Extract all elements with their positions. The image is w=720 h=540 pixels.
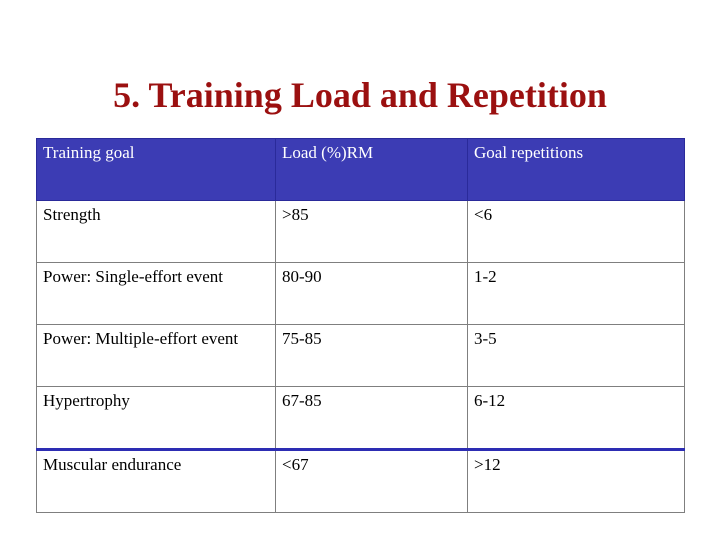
- cell-training-goal: Power: Single-effort event: [36, 262, 276, 325]
- header-training-goal: Training goal: [36, 138, 276, 201]
- cell-training-goal: Power: Multiple-effort event: [36, 324, 276, 387]
- cell-load-rm: 80-90: [275, 262, 468, 325]
- cell-training-goal: Strength: [36, 200, 276, 263]
- cell-goal-repetitions: 1-2: [467, 262, 685, 325]
- cell-goal-repetitions: >12: [467, 448, 685, 513]
- table-row: Hypertrophy 67-85 6-12: [36, 386, 685, 450]
- cell-load-rm: 67-85: [275, 386, 468, 450]
- table-header-row: Training goal Load (%)RM Goal repetition…: [36, 138, 685, 201]
- cell-load-rm: <67: [275, 448, 468, 513]
- cell-training-goal: Muscular endurance: [36, 448, 276, 513]
- cell-load-rm: 75-85: [275, 324, 468, 387]
- training-load-table: Training goal Load (%)RM Goal repetition…: [36, 138, 685, 513]
- cell-goal-repetitions: 3-5: [467, 324, 685, 387]
- table-row: Muscular endurance <67 >12: [36, 448, 685, 513]
- cell-goal-repetitions: <6: [467, 200, 685, 263]
- cell-load-rm: >85: [275, 200, 468, 263]
- table-row: Power: Single-effort event 80-90 1-2: [36, 262, 685, 325]
- header-load-rm: Load (%)RM: [275, 138, 468, 201]
- header-goal-repetitions: Goal repetitions: [467, 138, 685, 201]
- table-row: Strength >85 <6: [36, 200, 685, 263]
- cell-training-goal: Hypertrophy: [36, 386, 276, 450]
- cell-goal-repetitions: 6-12: [467, 386, 685, 450]
- slide-title: 5. Training Load and Repetition: [113, 75, 607, 115]
- table-row: Power: Multiple-effort event 75-85 3-5: [36, 324, 685, 387]
